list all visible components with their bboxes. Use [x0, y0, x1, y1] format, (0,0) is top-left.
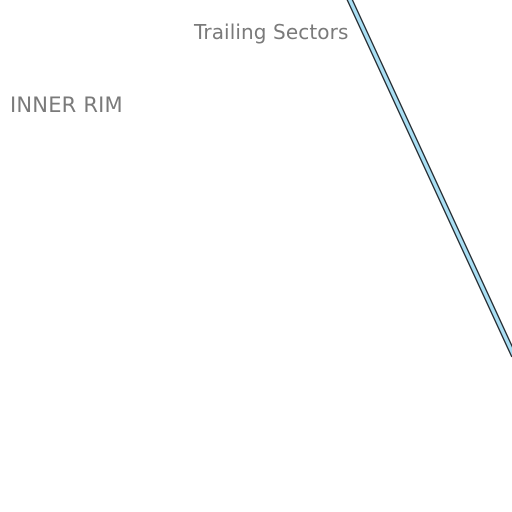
- region-label-trailing-sectors: Trailing Sectors: [194, 20, 349, 44]
- hyperspace-lane-fill: [347, 0, 512, 356]
- region-label-inner-rim: INNER RIM: [10, 93, 123, 117]
